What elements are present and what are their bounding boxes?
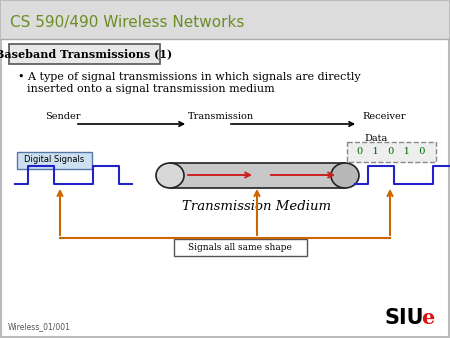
Text: Sender: Sender	[45, 112, 81, 121]
Text: inserted onto a signal transmission medium: inserted onto a signal transmission medi…	[27, 84, 275, 94]
FancyBboxPatch shape	[17, 151, 91, 169]
Text: Signals all same shape: Signals all same shape	[188, 242, 292, 251]
Text: Baseband Transmissions (1): Baseband Transmissions (1)	[0, 48, 172, 59]
Text: Transmission Medium: Transmission Medium	[182, 200, 332, 213]
Text: • A type of signal transmissions in which signals are directly: • A type of signal transmissions in whic…	[18, 72, 360, 82]
FancyBboxPatch shape	[346, 142, 436, 162]
Text: Digital Signals: Digital Signals	[24, 155, 84, 165]
Bar	[170, 163, 345, 188]
Text: Transmission: Transmission	[188, 112, 254, 121]
FancyBboxPatch shape	[9, 44, 159, 64]
Ellipse shape	[331, 163, 359, 188]
Text: e: e	[421, 308, 434, 328]
Text: CS 590/490 Wireless Networks: CS 590/490 Wireless Networks	[10, 15, 244, 29]
FancyBboxPatch shape	[174, 239, 306, 256]
Text: 0   1   0   1   0: 0 1 0 1 0	[357, 147, 425, 156]
FancyBboxPatch shape	[1, 1, 449, 39]
Text: Wireless_01/001: Wireless_01/001	[8, 322, 71, 331]
Text: Data: Data	[364, 134, 387, 143]
Text: Receiver: Receiver	[362, 112, 405, 121]
Text: SIU: SIU	[385, 308, 424, 328]
Ellipse shape	[156, 163, 184, 188]
